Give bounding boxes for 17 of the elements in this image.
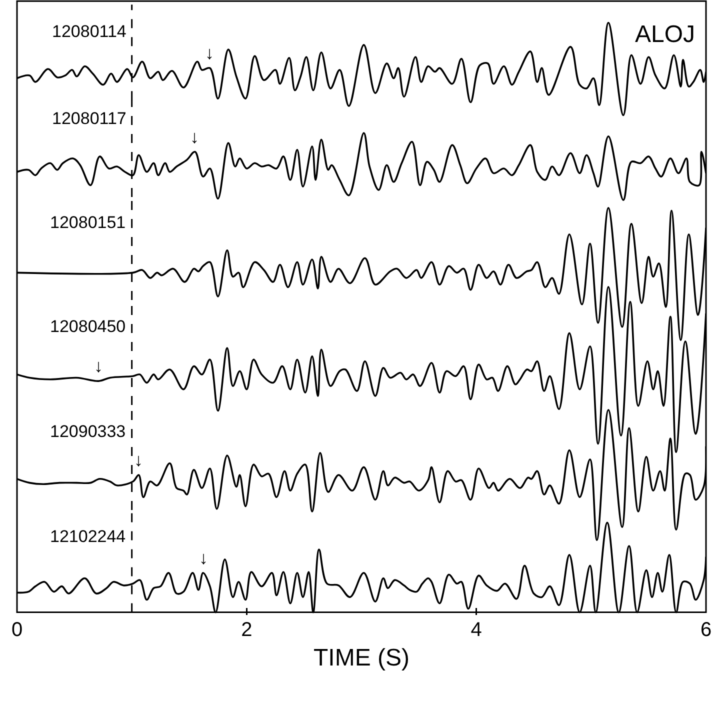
x-tick-label: 2 bbox=[241, 619, 252, 641]
series-label: 12080114 bbox=[52, 22, 126, 41]
x-tick-label: 0 bbox=[11, 619, 23, 641]
annotation: ↓ bbox=[190, 127, 199, 147]
x-tick-label: 6 bbox=[700, 619, 712, 641]
annotation: ↓ bbox=[134, 450, 143, 470]
text: 12080151 bbox=[50, 213, 126, 232]
x-axis-title: TIME (S) bbox=[314, 644, 410, 672]
annotation: ↓ bbox=[199, 548, 208, 568]
annotation: ↓ bbox=[205, 43, 214, 63]
text: 12080450 bbox=[50, 317, 126, 336]
series-label: 12080117 bbox=[52, 109, 126, 128]
text: 12102244 bbox=[50, 527, 126, 546]
annotation: ↓ bbox=[94, 356, 103, 376]
text: 12090333 bbox=[50, 422, 126, 441]
annotation: ALOJ bbox=[635, 21, 696, 48]
x-tick-label: 4 bbox=[470, 619, 482, 641]
